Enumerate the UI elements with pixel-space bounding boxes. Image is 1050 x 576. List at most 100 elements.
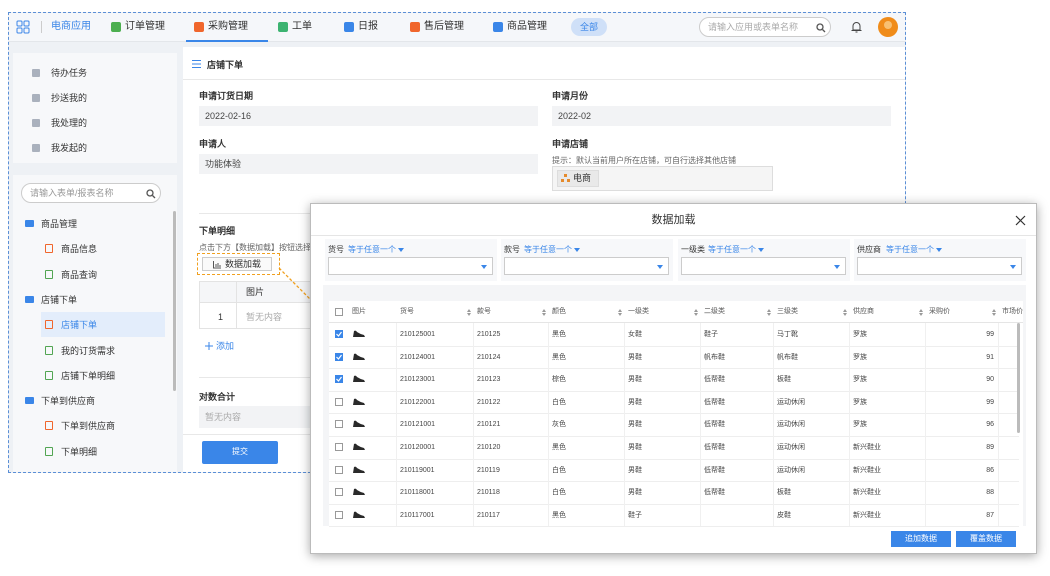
cell-rule bbox=[473, 323, 474, 346]
sort-icon bbox=[694, 313, 698, 316]
field-input[interactable]: 功能体验 bbox=[199, 154, 538, 174]
sort-icon bbox=[467, 309, 471, 312]
close-button[interactable] bbox=[1015, 215, 1026, 226]
menu-item[interactable]: 我的订货需求 bbox=[61, 345, 116, 356]
quick-link[interactable]: 抄送我的 bbox=[51, 93, 88, 103]
cell: 皮鞋 bbox=[777, 511, 791, 519]
row-checkbox[interactable] bbox=[335, 330, 343, 338]
menu-item[interactable]: 店铺下单 bbox=[61, 320, 98, 331]
cell-rule bbox=[624, 436, 625, 459]
add-row[interactable]: 添加 bbox=[216, 341, 235, 351]
filter-select[interactable] bbox=[328, 257, 493, 275]
cell: 91 bbox=[986, 353, 994, 361]
cell: 板鞋 bbox=[777, 489, 791, 497]
app-search[interactable]: 请输入应用或表单名称 bbox=[699, 17, 831, 37]
menu-group[interactable]: 商品管理 bbox=[41, 219, 78, 229]
column-header: 图片 bbox=[352, 308, 366, 315]
filter-operator[interactable]: 等于任意一个 bbox=[886, 245, 934, 254]
filter-select[interactable] bbox=[681, 257, 846, 275]
filter-select[interactable] bbox=[857, 257, 1022, 275]
cell-rule bbox=[548, 503, 549, 527]
nav-tab[interactable]: 采购管理 bbox=[208, 21, 248, 32]
filter-operator[interactable]: 等于任意一个 bbox=[348, 245, 396, 254]
cell: 低帮鞋 bbox=[704, 489, 725, 497]
sidebar-search[interactable]: 请输入表单/报表名称 bbox=[21, 183, 161, 203]
quick-link[interactable]: 我处理的 bbox=[51, 118, 88, 128]
cell-rule bbox=[700, 481, 701, 504]
cell-rule bbox=[473, 390, 474, 414]
row-checkbox[interactable] bbox=[335, 352, 343, 361]
field-value: 2022-02-16 bbox=[205, 111, 252, 121]
cell-rule bbox=[773, 413, 774, 436]
menu-item[interactable]: 下单明细 bbox=[61, 446, 98, 457]
filter-operator[interactable]: 等于任意一个 bbox=[524, 245, 572, 254]
form-title: 店铺下单 bbox=[207, 60, 244, 70]
cell: 低帮鞋 bbox=[704, 421, 725, 429]
overwrite-button[interactable]: 覆盖数据 bbox=[956, 531, 1016, 547]
folder-icon bbox=[25, 295, 34, 303]
quick-icon bbox=[32, 144, 40, 152]
filter-operator[interactable]: 等于任意一个 bbox=[708, 245, 756, 254]
header-checkbox[interactable] bbox=[335, 308, 343, 316]
menu-item-icon bbox=[45, 269, 53, 279]
row-checkbox[interactable] bbox=[335, 465, 343, 474]
caret bbox=[481, 265, 487, 269]
caret bbox=[834, 265, 840, 269]
row-checkbox[interactable] bbox=[335, 443, 343, 451]
all-pill[interactable]: 全部 bbox=[571, 18, 607, 36]
row-checkbox[interactable] bbox=[335, 375, 343, 384]
row-checkbox[interactable] bbox=[335, 420, 343, 429]
row-checkbox[interactable] bbox=[335, 397, 343, 406]
load-button[interactable]: 数据加载 bbox=[197, 253, 280, 275]
search-icon bbox=[146, 189, 156, 199]
tab-icon bbox=[111, 22, 121, 32]
cell-rule bbox=[998, 436, 999, 459]
append-button[interactable]: 追加数据 bbox=[891, 531, 951, 547]
cell-rule bbox=[396, 390, 397, 414]
row-checkbox[interactable] bbox=[335, 510, 343, 519]
cell-rule bbox=[773, 368, 774, 391]
cell-rule bbox=[773, 436, 774, 459]
cell: 黑色 bbox=[552, 331, 566, 338]
cell-rule bbox=[624, 413, 625, 436]
cell-rule bbox=[700, 390, 701, 414]
nav-tab[interactable]: 商品管理 bbox=[507, 21, 547, 32]
nav-tab[interactable]: 工单 bbox=[292, 21, 312, 32]
divider bbox=[183, 79, 905, 80]
submit-button[interactable]: 提交 bbox=[202, 441, 278, 464]
cell: 黑色 bbox=[552, 353, 566, 361]
menu-item[interactable]: 店铺下单明细 bbox=[61, 370, 116, 381]
cell-rule bbox=[700, 345, 701, 369]
menu-item[interactable]: 下单到供应商 bbox=[61, 421, 116, 432]
caret bbox=[936, 248, 942, 252]
cell-rule bbox=[396, 345, 397, 369]
quick-icon bbox=[32, 119, 40, 127]
cell-rule bbox=[473, 503, 474, 527]
menu-group[interactable]: 下单到供应商 bbox=[41, 396, 96, 407]
modal-title: 数据加载 bbox=[651, 214, 696, 226]
column-header: 三级类 bbox=[777, 308, 798, 315]
nav-tab[interactable]: 订单管理 bbox=[125, 21, 165, 32]
shoe-image bbox=[353, 375, 365, 383]
field-input[interactable]: 2022-02-16 bbox=[199, 106, 538, 126]
cell: 210120001 bbox=[400, 444, 436, 451]
field-input[interactable]: 2022-02 bbox=[552, 106, 891, 126]
cell: 马丁靴 bbox=[777, 331, 798, 338]
tab-icon bbox=[493, 22, 503, 32]
quick-icon bbox=[32, 94, 40, 102]
nav-tab[interactable]: 日报 bbox=[358, 21, 378, 32]
store-select[interactable]: 电商 bbox=[552, 166, 773, 191]
cell: 灰色 bbox=[552, 421, 566, 429]
nav-tab[interactable]: 售后管理 bbox=[424, 21, 464, 32]
menu-item[interactable]: 商品查询 bbox=[61, 269, 98, 280]
menu-item[interactable]: 商品信息 bbox=[61, 244, 98, 255]
cell: 210122001 bbox=[400, 398, 436, 406]
quick-link[interactable]: 我发起的 bbox=[51, 143, 88, 153]
quick-link[interactable]: 待办任务 bbox=[51, 68, 88, 78]
cell: 罗族 bbox=[853, 353, 867, 361]
row-checkbox[interactable] bbox=[335, 488, 343, 497]
cell: 女鞋 bbox=[628, 331, 642, 338]
filter-select[interactable] bbox=[504, 257, 669, 275]
menu-group[interactable]: 店铺下单 bbox=[41, 294, 78, 305]
